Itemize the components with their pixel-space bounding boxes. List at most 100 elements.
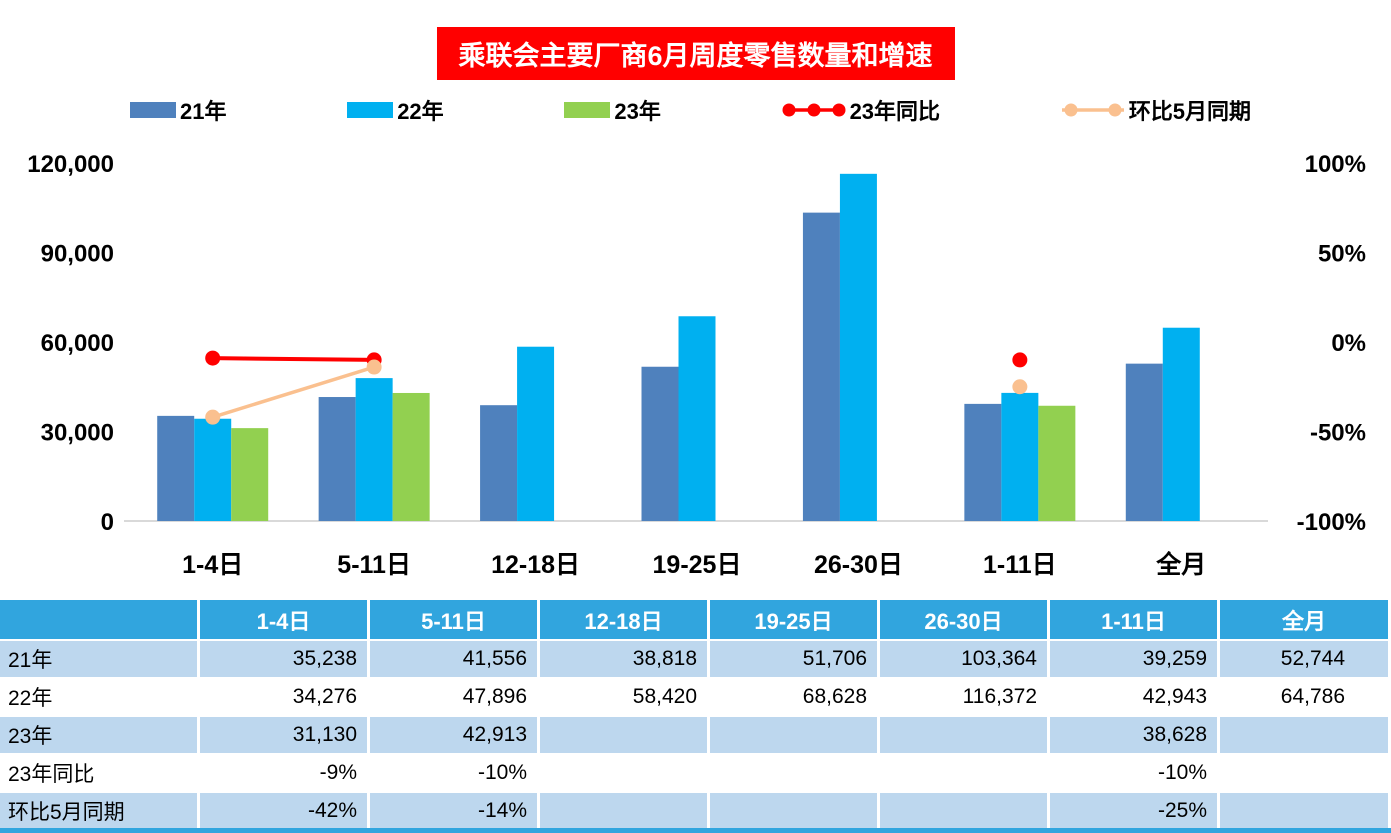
right-axis-tick: -100% [1297,509,1366,536]
legend-item-mom_may: 环比5月同期 [1061,94,1251,126]
table-cell: -14% [370,791,540,829]
table-cell: 38,818 [540,639,710,677]
left-axis-tick: 120,000 [27,151,114,178]
bar-y21-4 [802,212,840,521]
legend-label-yoy23: 23年同比 [849,99,941,124]
line-segment-mom_may [212,365,375,419]
x-axis-label: 26-30日 [814,551,903,579]
table-cell: -10% [370,753,540,791]
table-header-cell: 1-11日 [1050,600,1220,639]
marker-yoy23-0 [205,350,221,366]
legend-item-y23: 23年 [564,94,661,126]
legend-label-y23: 23年 [614,99,661,124]
table-cell: 31,130 [200,715,370,753]
x-axis-label: 1-4日 [182,551,243,579]
table-cell: 51,706 [710,639,880,677]
table-cell: 41,556 [370,639,540,677]
bar-y22-1 [355,378,393,521]
table-cell: 58,420 [540,677,710,715]
legend-swatch-mom_may [1061,103,1124,117]
legend-item-y22: 22年 [347,94,444,126]
legend-swatch-y22 [347,102,394,118]
left-axis-tick: 0 [101,509,114,536]
bar-y22-5 [1001,392,1039,521]
table-cell: 42,913 [370,715,540,753]
bar-y21-5 [964,403,1002,521]
table-cell: 68,628 [710,677,880,715]
table-cell: -9% [200,753,370,791]
x-axis-label: 19-25日 [653,551,742,579]
table-cell: 38,628 [1050,715,1220,753]
bar-y21-2 [480,405,518,521]
table-header-cell: 5-11日 [370,600,540,639]
bar-y21-0 [157,415,195,521]
legend-label-y21: 21年 [180,99,227,124]
table-header-cell: 12-18日 [540,600,710,639]
right-axis-tick: -50% [1310,420,1366,447]
table-cell: -10% [1050,753,1220,791]
x-axis-label: 1-11日 [983,551,1057,579]
bar-y22-4 [839,173,877,521]
table-cell: 34,276 [200,677,370,715]
bar-y22-3 [678,316,716,521]
legend-swatch-y21 [130,102,176,118]
bar-y23-0 [231,428,269,521]
table-cell [1220,753,1391,791]
table-row-label: 23年同比 [0,753,200,791]
table-cell [710,791,880,829]
table-cell: 116,372 [880,677,1050,715]
marker-mom_may-0 [205,409,221,425]
bar-y23-5 [1038,405,1076,521]
table-cell [1220,791,1391,829]
left-axis-tick: 60,000 [41,330,114,357]
left-axis-tick: 30,000 [41,420,114,447]
left-axis-tick: 90,000 [41,241,114,268]
legend-label-mom_may: 环比5月同期 [1128,99,1251,124]
table-cell [710,753,880,791]
x-axis-label: 5-11日 [337,551,411,579]
chart-title: 乘联会主要厂商6月周度零售数量和增速 [436,27,955,80]
right-axis-tick: 100% [1305,151,1366,178]
chart-legend: 21年 22年 23年 23年同比 环比5月同期 [130,95,1251,125]
table-header-cell: 26-30日 [880,600,1050,639]
table-header-cell: 全月 [1220,600,1391,639]
table-row-label: 22年 [0,677,200,715]
table-cell: -42% [200,791,370,829]
marker-yoy23-5 [1012,352,1028,368]
marker-mom_may-5 [1012,379,1028,395]
table-header-cell: 19-25日 [710,600,880,639]
bar-y21-3 [641,366,679,521]
table-cell [540,791,710,829]
x-axis-label: 全月 [1155,550,1206,579]
table-cell: 52,744 [1220,639,1391,677]
table-cell: 35,238 [200,639,370,677]
table-cell: 39,259 [1050,639,1220,677]
table-cell [880,753,1050,791]
table-cell: 103,364 [880,639,1050,677]
table-row-label: 环比5月同期 [0,791,200,829]
table-row-label: 21年 [0,639,200,677]
bar-y21-6 [1125,363,1163,521]
right-axis-tick: 50% [1318,241,1366,268]
table-cell [540,715,710,753]
table-header-cell [0,600,200,639]
table-header-cell: 1-4日 [200,600,370,639]
chart-plot: 0 30,000 60,000 90,000 120,000 -100% -50% 0% 50%… [27,151,1366,579]
right-axis-tick: 0% [1331,330,1366,357]
x-axis-label: 12-18日 [491,551,580,579]
legend-swatch-y23 [564,102,611,118]
table-cell [540,753,710,791]
table-cell [710,715,880,753]
legend-item-yoy23: 23年同比 [782,94,940,126]
data-table: 1-4日 5-11日 12-18日 19-25日 26-30日 1-11日 全月 21年 35,… [0,600,1391,829]
bar-y22-0 [194,418,232,521]
table-cell: 47,896 [370,677,540,715]
bottom-strip [0,828,1391,833]
line-segment-yoy23 [212,356,375,362]
table-cell [1220,715,1391,753]
table-cell [880,791,1050,829]
table-cell: 64,786 [1220,677,1391,715]
bar-y22-6 [1162,327,1200,521]
bar-y22-2 [517,346,555,521]
